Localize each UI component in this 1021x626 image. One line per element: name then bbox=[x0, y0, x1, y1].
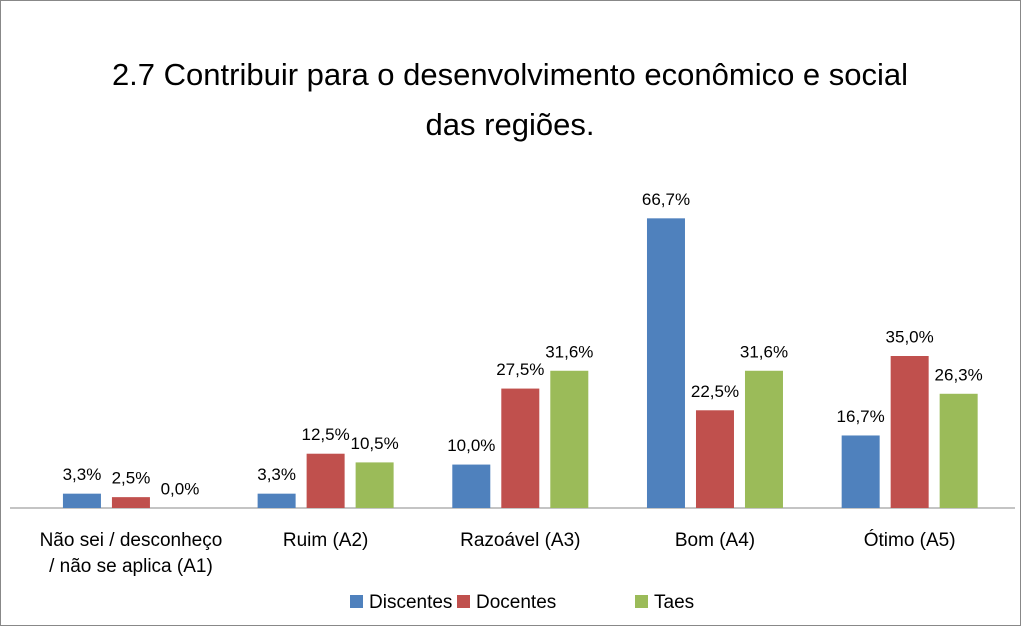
legend-label: Discentes bbox=[369, 592, 452, 613]
data-label: 35,0% bbox=[886, 327, 934, 346]
data-label: 26,3% bbox=[935, 365, 983, 384]
x-tick-box: Ruim (A2) bbox=[282, 530, 369, 551]
x-tick-label: Não sei / desconheço / não se aplica (A1… bbox=[39, 530, 223, 577]
bar bbox=[646, 218, 685, 508]
data-label: 22,5% bbox=[691, 382, 739, 401]
bar bbox=[62, 493, 101, 508]
data-label: 10,5% bbox=[351, 434, 399, 453]
bar bbox=[841, 435, 880, 508]
bar bbox=[111, 497, 150, 508]
title-box: 2.7 Contribuir para o desenvolvimento ec… bbox=[111, 57, 909, 142]
data-label: 31,6% bbox=[740, 342, 788, 361]
data-label: 3,3% bbox=[257, 465, 296, 484]
data-label: 0,0% bbox=[161, 479, 200, 498]
x-tick-box: Ótimo (A5) bbox=[863, 530, 956, 551]
data-label: 27,5% bbox=[496, 360, 544, 379]
x-tick-box: Bom (A4) bbox=[674, 530, 756, 551]
legend-swatch bbox=[350, 595, 363, 608]
bar bbox=[890, 356, 929, 508]
legend-label: Docentes bbox=[476, 592, 556, 613]
data-label: 10,0% bbox=[447, 436, 495, 455]
legend-swatch bbox=[635, 595, 648, 608]
bar bbox=[744, 370, 783, 508]
bar bbox=[550, 370, 589, 508]
data-label: 31,6% bbox=[545, 342, 593, 361]
data-label: 2,5% bbox=[112, 469, 151, 488]
data-label: 66,7% bbox=[642, 190, 690, 209]
bar bbox=[355, 462, 394, 508]
data-label: 12,5% bbox=[302, 425, 350, 444]
x-tick-label: Ótimo (A5) bbox=[863, 530, 956, 551]
bar bbox=[695, 410, 734, 508]
bar bbox=[257, 493, 296, 508]
bar bbox=[452, 464, 491, 508]
data-label: 3,3% bbox=[63, 465, 102, 484]
bar bbox=[939, 393, 978, 508]
bar bbox=[501, 388, 540, 508]
x-tick-label: Razoável (A3) bbox=[460, 530, 581, 551]
data-label: 16,7% bbox=[837, 407, 885, 426]
x-tick-box: Não sei / desconheço / não se aplica (A1… bbox=[39, 530, 223, 577]
chart-title: 2.7 Contribuir para o desenvolvimento ec… bbox=[111, 57, 909, 142]
legend-label: Taes bbox=[654, 592, 694, 613]
x-tick-label: Bom (A4) bbox=[674, 530, 756, 551]
x-tick-box: Razoável (A3) bbox=[460, 530, 581, 551]
legend-swatch bbox=[457, 595, 470, 608]
bar bbox=[306, 453, 345, 508]
x-tick-label: Ruim (A2) bbox=[282, 530, 369, 551]
